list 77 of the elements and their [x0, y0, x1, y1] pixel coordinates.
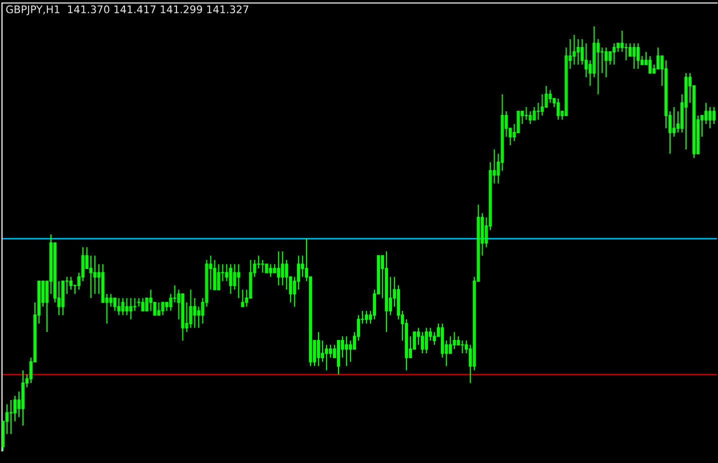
candlestick — [596, 38, 600, 95]
candlestick — [632, 42, 636, 70]
candlestick — [572, 34, 576, 66]
candlestick — [301, 255, 304, 278]
candlestick — [584, 42, 588, 78]
candlestick — [317, 332, 320, 367]
candlestick — [648, 56, 652, 74]
candlestick — [21, 370, 25, 426]
candlestick — [281, 250, 284, 286]
candlestick — [556, 98, 560, 120]
candlestick — [416, 327, 420, 346]
candlestick — [241, 289, 244, 308]
candlestick — [285, 259, 288, 290]
candlestick — [600, 47, 604, 74]
candlestick — [237, 264, 240, 299]
candlestick — [321, 340, 324, 362]
candlestick — [197, 306, 200, 328]
candlestick — [604, 47, 608, 78]
candlestick — [324, 344, 328, 371]
candlestick — [704, 102, 708, 125]
candlestick — [420, 332, 424, 354]
candlestick — [149, 289, 152, 312]
candlestick — [548, 89, 552, 104]
candlestick — [269, 264, 272, 278]
candlestick — [636, 42, 640, 70]
candlestick — [189, 289, 192, 328]
candlestick — [576, 38, 580, 66]
candlestick — [528, 110, 532, 125]
candlestick — [225, 264, 228, 282]
candlestick — [448, 336, 452, 354]
candlestick — [536, 102, 540, 120]
candlestick — [328, 344, 332, 358]
candlestick — [708, 106, 712, 129]
candlestick — [109, 293, 112, 308]
chart-title: GBPJPY,H1 141.370 141.417 141.299 141.327 — [6, 5, 248, 16]
candlestick — [69, 276, 72, 290]
candlestick — [344, 336, 348, 367]
candlestick — [348, 340, 352, 362]
candlestick — [592, 26, 596, 78]
candlestick — [61, 280, 64, 316]
candlestick — [121, 298, 124, 316]
candlestick — [117, 298, 120, 316]
candlestick — [161, 302, 164, 316]
candlestick — [452, 332, 456, 350]
candlestick — [620, 30, 624, 52]
candlestick — [113, 298, 116, 312]
candlestick — [628, 42, 632, 57]
candlestick — [217, 264, 220, 290]
candlestick — [229, 264, 232, 294]
candlestick — [608, 51, 612, 66]
candlestick — [125, 298, 128, 316]
candlestick — [233, 264, 236, 290]
candlestick — [460, 340, 464, 354]
candlestick — [364, 310, 368, 324]
candlestick — [684, 72, 688, 150]
candlestick — [277, 250, 280, 286]
candlestick — [532, 106, 536, 120]
candlestick — [612, 42, 616, 66]
candlestick — [213, 259, 216, 290]
candlestick — [13, 395, 17, 422]
candlestick — [424, 327, 428, 354]
candlestick — [193, 298, 196, 328]
candlestick — [656, 47, 660, 70]
candlestick — [9, 399, 13, 435]
candlestick — [249, 259, 252, 299]
candlestick — [712, 106, 716, 125]
candlestick — [297, 255, 300, 290]
candlestick — [89, 255, 92, 299]
candlestick — [432, 332, 436, 346]
candlestick — [672, 106, 676, 138]
candlestick — [129, 298, 132, 320]
candlestick — [157, 302, 160, 316]
candlestick — [580, 38, 584, 66]
candlestick — [93, 255, 96, 294]
candlestick — [540, 94, 544, 116]
candlestick — [81, 246, 84, 282]
candlestick — [141, 298, 144, 312]
